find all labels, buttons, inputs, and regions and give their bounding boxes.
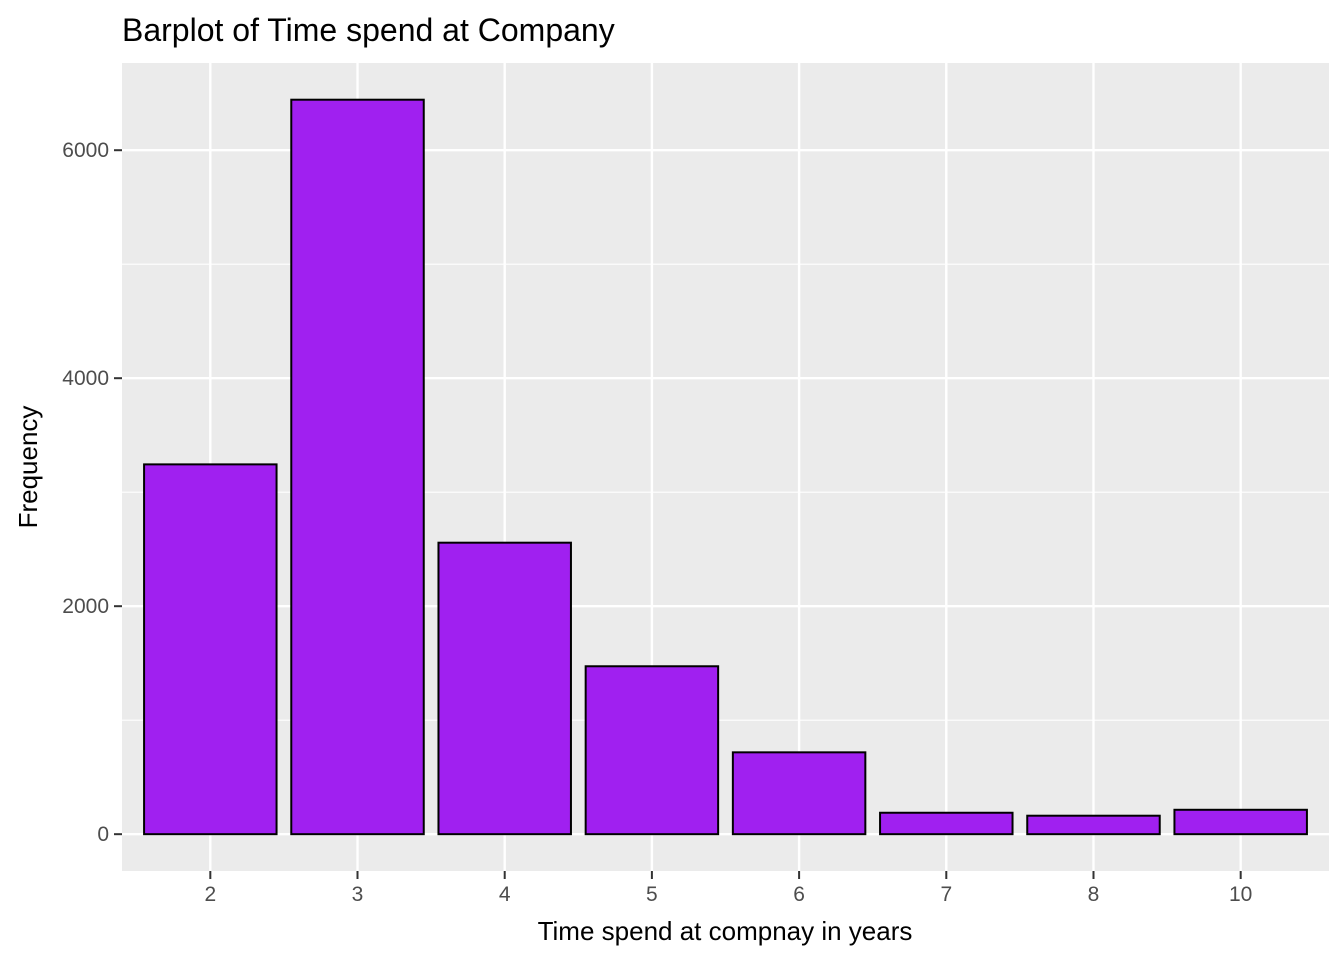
bar-8 [1026,814,1161,836]
y-tick-label: 4000 [62,367,109,390]
y-axis: 0 2000 4000 6000 [62,139,122,846]
x-tick-label: 6 [793,883,805,906]
bar-6 [731,751,867,836]
bar-3 [290,98,425,836]
x-tick-label: 2 [204,883,216,906]
bars [143,98,1308,836]
x-axis: 2 3 4 5 6 7 8 10 [204,871,1252,906]
x-tick-label: 3 [352,883,364,906]
bar-5 [584,665,720,836]
bar-10 [1173,808,1308,836]
x-tick-label: 8 [1088,883,1100,906]
bar-2 [143,463,278,836]
x-axis-title: Time spend at compnay in years [538,916,913,946]
x-tick-label: 5 [646,883,658,906]
y-tick-label: 2000 [62,595,109,618]
x-tick-label: 10 [1229,883,1252,906]
chart-title: Barplot of Time spend at Company [122,12,615,48]
x-tick-label: 4 [499,883,511,906]
x-tick-label: 7 [940,883,952,906]
bar-7 [879,811,1014,836]
bar-4 [437,541,572,836]
y-tick-label: 6000 [62,139,109,162]
y-tick-label: 0 [97,823,109,846]
y-axis-title: Frequency [13,406,43,529]
